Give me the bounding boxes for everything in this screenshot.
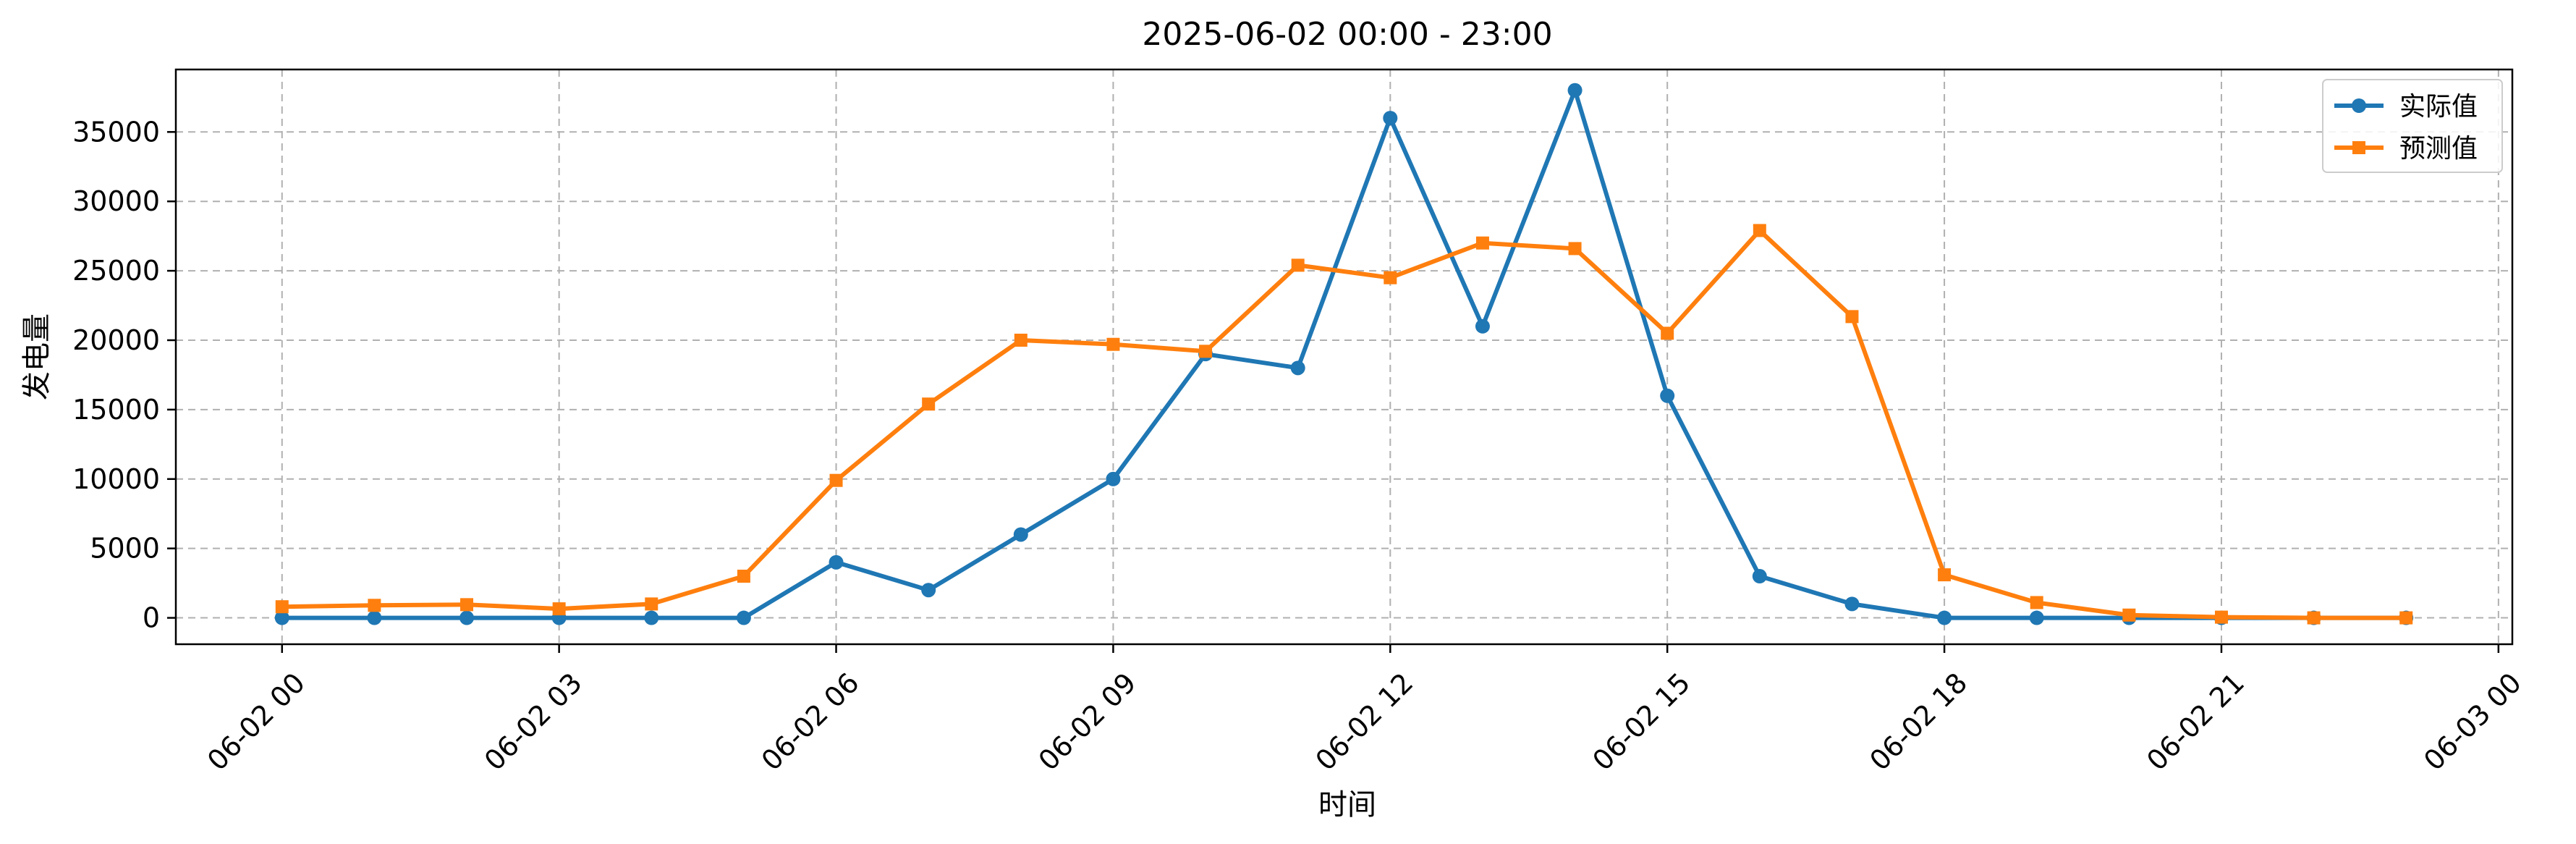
x-axis-label: 时间 bbox=[1318, 788, 1376, 822]
series-1-point bbox=[1567, 83, 1583, 98]
series-1-point bbox=[921, 583, 936, 598]
y-tick-label: 35000 bbox=[72, 116, 160, 148]
series-2-point bbox=[2030, 596, 2043, 609]
series-2-point bbox=[2214, 610, 2228, 624]
series-2-line bbox=[279, 228, 2409, 620]
series-1-point bbox=[274, 610, 289, 625]
series-2-point bbox=[829, 473, 843, 487]
series-2-point bbox=[922, 397, 936, 411]
series-2-point bbox=[1845, 310, 1859, 324]
series-1-point bbox=[644, 610, 659, 625]
series-1-point bbox=[2029, 610, 2044, 625]
y-tick-label: 20000 bbox=[72, 324, 160, 356]
y-tick-label: 25000 bbox=[72, 255, 160, 287]
series-1-point bbox=[1013, 527, 1028, 542]
series-1-point bbox=[1752, 569, 1767, 584]
series-1-point bbox=[1106, 471, 1121, 486]
series-1-point bbox=[1937, 610, 1952, 625]
series-2-point bbox=[1384, 271, 1397, 284]
series-2-point bbox=[1199, 345, 1213, 358]
series-2 bbox=[275, 224, 2413, 625]
series-1-point bbox=[736, 610, 751, 625]
series-1-point bbox=[1290, 360, 1305, 376]
series-1-point bbox=[1475, 318, 1490, 334]
series-1-line bbox=[279, 88, 2409, 620]
y-tick-label: 15000 bbox=[72, 394, 160, 426]
legend-marker-1 bbox=[2352, 98, 2366, 113]
y-tick-label: 0 bbox=[143, 602, 160, 634]
series-2-point bbox=[1568, 242, 1582, 256]
series-2-point bbox=[1661, 326, 1674, 340]
series-2-point bbox=[552, 602, 566, 616]
series-2-point bbox=[1475, 236, 1489, 250]
series-2-point bbox=[2122, 608, 2136, 622]
series-2-point bbox=[737, 570, 750, 583]
series-1-point bbox=[829, 554, 844, 570]
plot-frame bbox=[174, 68, 2514, 646]
series-1-point bbox=[1844, 596, 1860, 612]
series-1 bbox=[274, 83, 2414, 625]
series-2-point bbox=[460, 598, 474, 612]
y-axis: 0 5000 10000 15000 20000 25000 30000 35000 bbox=[72, 116, 176, 634]
series-2-point bbox=[2307, 611, 2321, 625]
y-tick-label: 10000 bbox=[72, 463, 160, 495]
series-1-point bbox=[459, 610, 475, 625]
series-2-point bbox=[275, 600, 289, 614]
series-1-point bbox=[367, 610, 382, 625]
legend-marker-2 bbox=[2352, 141, 2365, 154]
series-2-point bbox=[645, 597, 658, 611]
series-layer bbox=[274, 83, 2414, 625]
series-1-point bbox=[1383, 111, 1398, 126]
series-2-point bbox=[1753, 224, 1766, 237]
legend-label-1: 实际值 bbox=[2399, 92, 2478, 122]
y-axis-label: 发电量 bbox=[20, 313, 54, 400]
legend-label-2: 预测值 bbox=[2399, 134, 2478, 164]
y-tick-label: 5000 bbox=[90, 533, 160, 565]
chart-title: 2025-06-02 00:00 - 23:00 bbox=[1142, 16, 1552, 53]
series-2-point bbox=[2399, 611, 2413, 625]
series-2-point bbox=[1014, 333, 1028, 347]
series-2-point bbox=[1938, 568, 1952, 582]
y-tick-label: 30000 bbox=[72, 185, 160, 217]
series-2-point bbox=[368, 599, 381, 612]
series-2-point bbox=[1291, 258, 1305, 272]
series-1-point bbox=[1660, 388, 1675, 403]
series-2-point bbox=[1106, 337, 1120, 351]
